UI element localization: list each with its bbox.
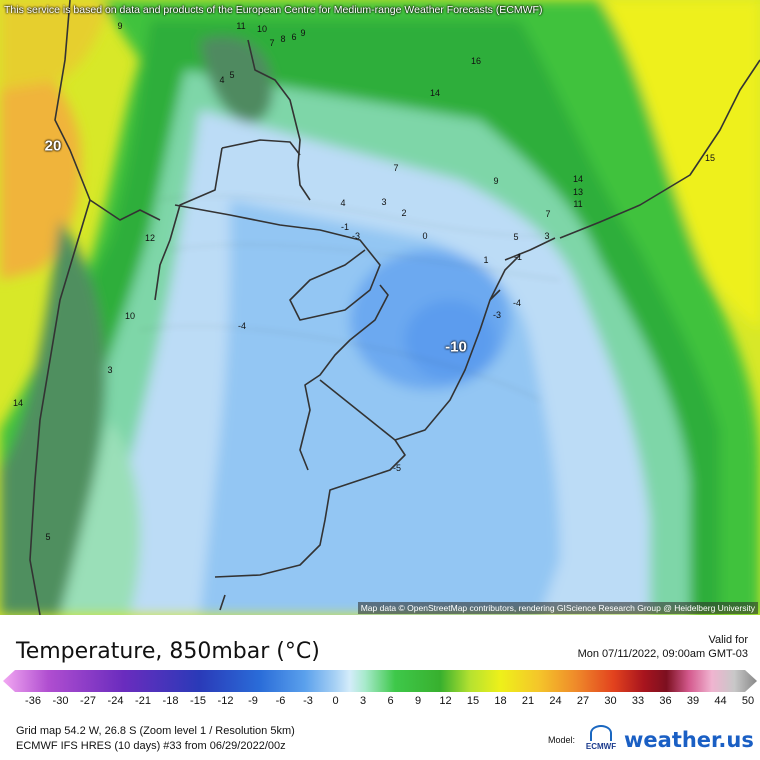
- contour-label: 8: [280, 34, 286, 44]
- ecmwf-logo-text: ECMWF: [585, 742, 617, 751]
- grid-info: Grid map 54.2 W, 26.8 S (Zoom level 1 / …: [16, 724, 295, 754]
- contour-label: 4: [340, 198, 346, 208]
- contour-label: 5: [513, 232, 519, 242]
- colorbar-tick: -6: [275, 695, 286, 707]
- contour-label: 6: [291, 32, 297, 42]
- colorbar-tick: -3: [303, 695, 313, 707]
- contour-label: 14: [12, 398, 24, 408]
- contour-label: 9: [300, 28, 306, 38]
- ecmwf-logo[interactable]: ECMWF: [582, 725, 620, 751]
- colorbar-tick: 44: [714, 695, 727, 707]
- colorbar-tick: 18: [494, 695, 507, 707]
- ecmwf-logo-icon: [590, 725, 612, 741]
- contour-label: 13: [572, 187, 584, 197]
- colorbar-tick: 33: [631, 695, 645, 707]
- osm-attribution[interactable]: Map data © OpenStreetMap contributors, r…: [357, 602, 758, 614]
- colorbar-tick: 9: [414, 695, 422, 707]
- contour-label: 10: [256, 24, 268, 34]
- colorbar-tick: 30: [604, 695, 617, 707]
- contour-label: 12: [144, 233, 156, 243]
- contour-label: 5: [229, 70, 235, 80]
- contour-label: 14: [429, 88, 441, 98]
- contour-label: 11: [236, 21, 246, 31]
- valid-for-label: Valid for: [708, 634, 748, 646]
- legend-panel: Temperature, 850mbar (°C) Valid for Mon …: [0, 615, 760, 760]
- extreme-value-label: -10: [445, 338, 467, 356]
- contour-label: 5: [45, 532, 51, 542]
- contour-label: -3: [351, 231, 361, 241]
- contour-label: 1: [483, 255, 489, 265]
- weather-map[interactable]: This service is based on data and produc…: [0, 0, 760, 615]
- colorbar-tick: 15: [466, 695, 480, 707]
- valid-time: Valid for Mon 07/11/2022, 09:00am GMT-03: [578, 633, 748, 661]
- colorbar-tick: -27: [80, 695, 96, 707]
- colorbar-tick: 0: [332, 695, 339, 707]
- model-label: Model:: [548, 735, 576, 745]
- contour-label: -4: [512, 298, 522, 308]
- map-title: Temperature, 850mbar (°C): [16, 639, 320, 664]
- contour-label: 0: [422, 231, 428, 241]
- colorbar-tick: -12: [217, 695, 234, 707]
- colorbar-tick-labels: -36 -30 -27 -24 -21 -18 -15 -12 -9 -6 -3 0 3 6 9 12 15 18…: [0, 695, 760, 709]
- contour-label: -1: [513, 252, 523, 262]
- colorbar-tick: -36: [25, 695, 41, 707]
- contour-label: 7: [393, 163, 399, 173]
- colorbar-tick: 6: [387, 695, 394, 707]
- colorbar-tick: 21: [521, 695, 535, 707]
- colorbar-tick: 12: [439, 695, 452, 707]
- contour-label: 3: [544, 231, 550, 241]
- colorbar-tick: -21: [135, 695, 151, 707]
- valid-time-value: Mon 07/11/2022, 09:00am GMT-03: [577, 648, 748, 660]
- ecmwf-attribution: This service is based on data and produc…: [4, 4, 543, 16]
- grid-info-line: Grid map 54.2 W, 26.8 S (Zoom level 1 / …: [16, 725, 295, 737]
- contour-label: 7: [269, 38, 275, 48]
- colorbar-tick: 27: [576, 695, 590, 707]
- contour-label: 9: [117, 21, 123, 31]
- colorbar-tick: -24: [107, 695, 124, 707]
- contour-label: 4: [219, 75, 225, 85]
- contour-label: 16: [470, 56, 482, 66]
- colorbar-tick: -15: [190, 695, 206, 707]
- contour-label: 9: [493, 176, 499, 186]
- contour-label: -4: [237, 321, 247, 331]
- contour-label: 3: [107, 365, 113, 375]
- colorbar-tick: -18: [162, 695, 179, 707]
- contour-label: 2: [401, 208, 407, 218]
- model-info-line: ECMWF IFS HRES (10 days) #33 from 06/29/…: [16, 740, 286, 752]
- contour-label: 10: [124, 311, 136, 321]
- contour-label: -1: [340, 222, 350, 232]
- colorbar-tick: -30: [52, 695, 69, 707]
- colorbar-tick: 3: [359, 695, 367, 707]
- weather-us-logo[interactable]: weather.us: [624, 728, 754, 752]
- colorbar-tick: 24: [549, 695, 562, 707]
- contour-label: 11: [573, 199, 583, 209]
- temperature-colorbar: [3, 670, 757, 692]
- contour-label: 7: [545, 209, 551, 219]
- contour-label: 3: [381, 197, 387, 207]
- contour-label: -5: [392, 463, 402, 473]
- colorbar-tick: -9: [248, 695, 258, 707]
- colorbar-tick: 36: [659, 695, 672, 707]
- colorbar-tick: 39: [686, 695, 700, 707]
- extreme-value-label: 20: [44, 137, 62, 155]
- contour-label: 14: [572, 174, 584, 184]
- contour-label: -3: [492, 310, 502, 320]
- temperature-field: [0, 0, 760, 615]
- colorbar-tick: 50: [741, 695, 755, 707]
- contour-label: 15: [704, 153, 716, 163]
